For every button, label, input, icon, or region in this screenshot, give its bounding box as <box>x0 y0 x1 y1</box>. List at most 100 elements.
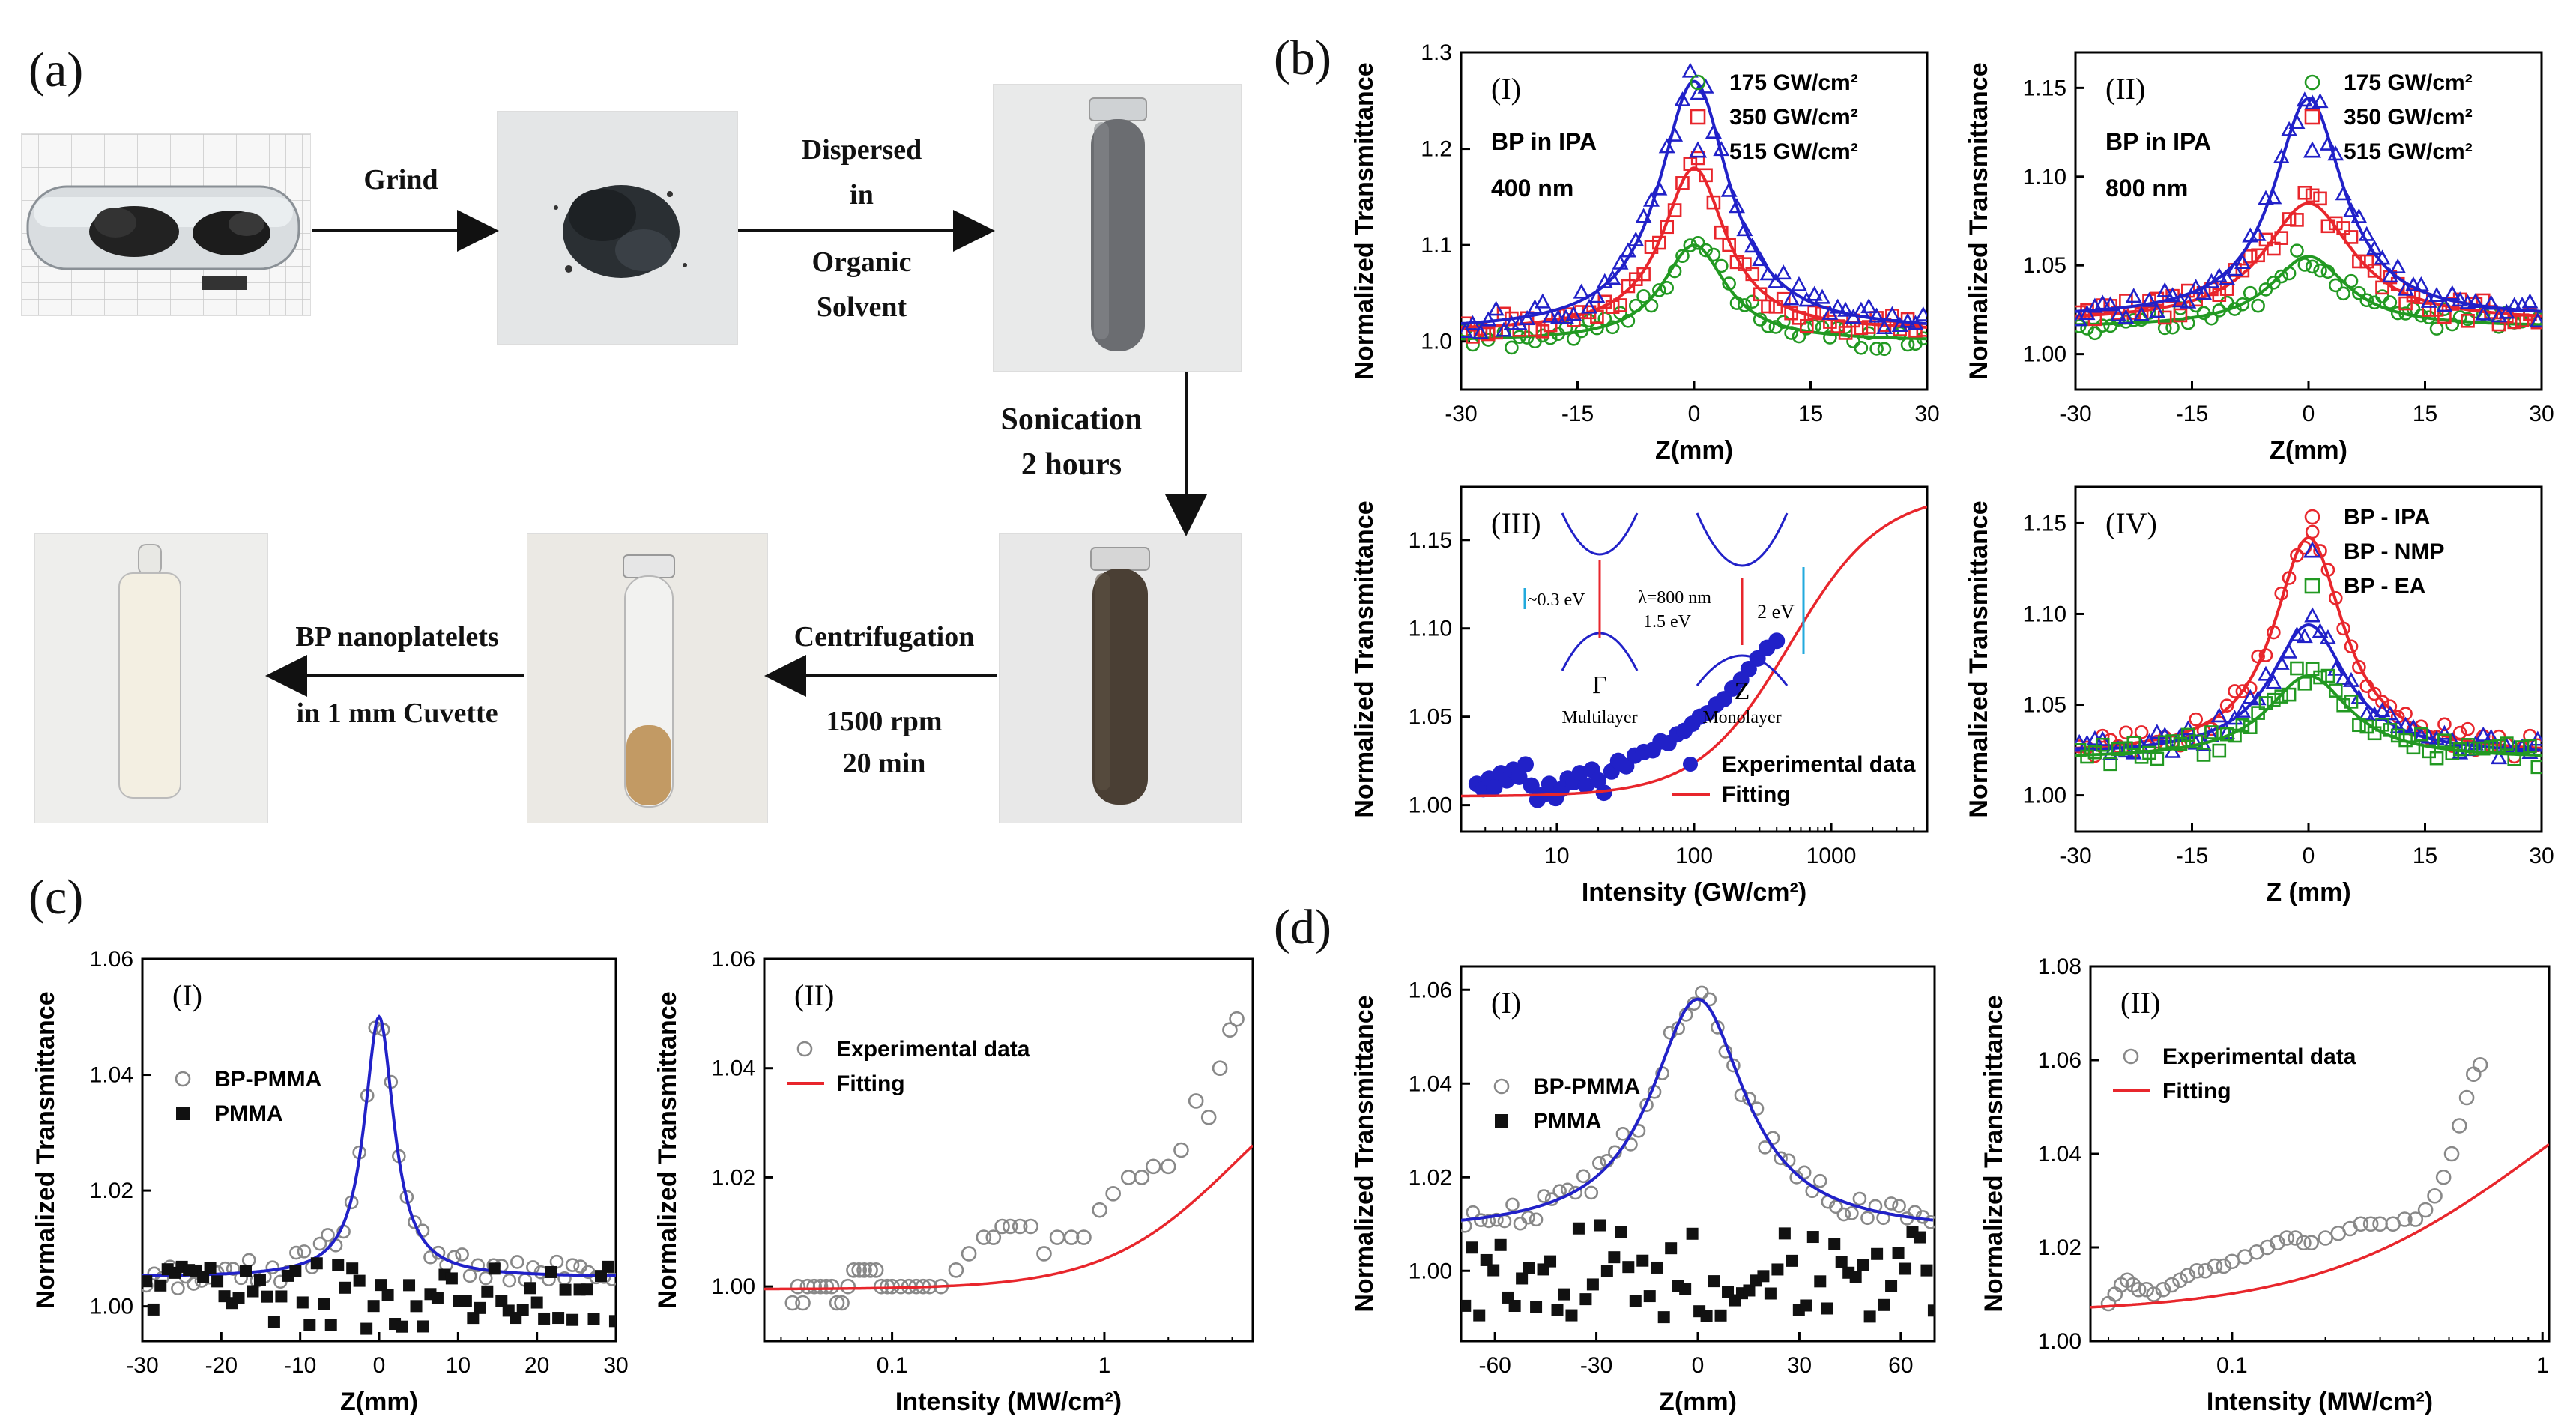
data-point <box>431 1245 446 1260</box>
data-point <box>1757 1270 1770 1283</box>
data-point <box>1505 340 1519 355</box>
data-point <box>2243 249 2258 264</box>
series-bp-pmma <box>142 1020 616 1295</box>
powder-illustration <box>498 112 737 344</box>
data-point <box>2523 739 2537 754</box>
chart-b4-solvents: -30 -15 0 15 30 1.00 1.05 1.10 1.15 Z (mm) Normali… <box>1965 485 2554 907</box>
annotation-text: BP in IPA <box>2105 128 2211 155</box>
x-tick-label: 60 <box>1888 1353 1913 1378</box>
y-axis-label: Normalized Transmittance <box>1965 62 1993 379</box>
data-point <box>1621 279 1636 294</box>
data-point <box>1674 91 1691 107</box>
data-point <box>1643 1290 1656 1303</box>
data-point <box>1714 225 1729 240</box>
panel-roman-label: (I) <box>172 978 202 1012</box>
data-point <box>594 1270 607 1283</box>
data-point <box>2445 746 2460 760</box>
data-point <box>2257 665 2274 681</box>
data-point <box>1511 768 1528 785</box>
data-point <box>2437 717 2452 732</box>
data-point <box>1885 1280 1898 1292</box>
data-point <box>2078 305 2096 321</box>
data-point <box>1852 1191 1867 1206</box>
label-dispersed: Dispersed in Organic Solvent <box>779 127 944 330</box>
x-tick-label: -60 <box>1478 1353 1511 1378</box>
fit-curve <box>1461 79 1927 325</box>
data-point <box>2305 662 2320 676</box>
data-point <box>856 1262 872 1278</box>
data-point <box>1837 301 1854 317</box>
fit-curve <box>2075 97 2542 313</box>
data-point <box>2210 707 2228 723</box>
data-point <box>2172 1272 2188 1289</box>
label-centrifugation: Centrifugation <box>793 621 975 653</box>
plot-area <box>2090 1056 2549 1312</box>
data-point <box>2452 1118 2467 1134</box>
photo-cuvette <box>34 533 268 823</box>
data-point <box>1829 1199 1843 1214</box>
data-point <box>2468 741 2483 756</box>
data-point <box>1036 1246 1052 1262</box>
panel-label-c: (c) <box>28 870 84 925</box>
vial-illustration <box>22 134 310 315</box>
data-point <box>784 1295 801 1311</box>
y-tick-label: 1.00 <box>1409 1259 1452 1283</box>
data-point <box>241 1253 256 1268</box>
plot-area <box>764 1011 1253 1311</box>
data-point <box>459 1295 472 1307</box>
data-point <box>2422 303 2436 317</box>
x-tick-label: 0 <box>373 1353 386 1378</box>
data-point <box>2305 188 2320 203</box>
data-point <box>1604 269 1621 285</box>
data-point <box>1758 1140 1772 1155</box>
data-point <box>2529 730 2542 746</box>
y-tick-label: 1.0 <box>1421 330 1452 354</box>
legend-swatch <box>796 1041 813 1057</box>
data-point <box>1869 342 1884 356</box>
y-tick-label: 1.02 <box>1409 1165 1452 1190</box>
data-point <box>2110 306 2127 322</box>
x-tick-label: 15 <box>2413 402 2437 426</box>
data-point <box>2445 317 2460 332</box>
y-tick-label: 1.00 <box>2023 784 2066 808</box>
x-tick-label: -30 <box>1445 402 1477 426</box>
data-point <box>2359 293 2374 308</box>
y-tick-label: 1.2 <box>1421 137 1452 162</box>
fit-curve <box>764 1144 1253 1291</box>
data-point <box>1584 1185 1599 1200</box>
data-point <box>2362 1216 2379 1232</box>
data-point <box>1790 276 1807 291</box>
data-point <box>2095 298 2110 312</box>
data-point <box>2274 269 2289 284</box>
data-point <box>516 1304 529 1316</box>
data-point <box>2352 659 2366 674</box>
data-point <box>261 1290 273 1303</box>
legend-entry: 350 GW/cm² <box>1729 105 1858 130</box>
data-point <box>2156 282 2174 297</box>
legend-swatch <box>176 1107 190 1120</box>
x-axis-label: Z(mm) <box>1659 1388 1737 1416</box>
data-point <box>403 1279 416 1292</box>
data-point <box>1702 992 1717 1007</box>
band-valence-monolayer <box>1696 654 1789 686</box>
data-point <box>1490 1212 1504 1227</box>
chart-d2-intensity: 0.1 1 1.00 1.02 1.04 1.06 1.08 Intensity (MW/cm… <box>1980 954 2551 1416</box>
data-point <box>1497 1214 1512 1229</box>
data-point <box>2226 710 2243 725</box>
y-tick-label: 1.04 <box>712 1056 755 1081</box>
data-point <box>1608 1251 1621 1264</box>
data-point <box>1854 341 1869 355</box>
plot-frame <box>763 957 1254 1343</box>
data-point <box>495 1295 508 1307</box>
data-point <box>2290 661 2304 676</box>
data-point <box>1821 1302 1833 1315</box>
legend-swatch <box>1690 74 1706 91</box>
data-point <box>545 1265 557 1278</box>
x-axis-label: Intensity (MW/cm²) <box>895 1388 1122 1416</box>
data-point <box>2443 285 2461 300</box>
data-point <box>2507 315 2522 330</box>
data-point <box>2476 741 2491 756</box>
data-point <box>806 1278 823 1295</box>
data-point <box>2219 295 2234 310</box>
data-point <box>2358 705 2375 721</box>
